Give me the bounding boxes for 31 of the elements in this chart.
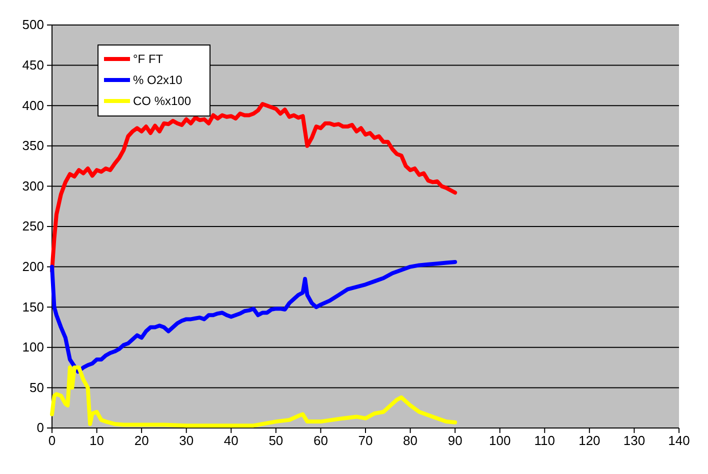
x-tick-label: 110 <box>534 433 556 448</box>
x-tick-label: 50 <box>268 433 284 448</box>
y-tick-label: 150 <box>22 299 44 314</box>
x-tick-label: 0 <box>48 433 56 448</box>
x-tick-label: 130 <box>623 433 646 448</box>
x-tick-label: 80 <box>403 433 418 448</box>
y-tick-label: 400 <box>22 98 44 113</box>
x-tick-label: 70 <box>358 433 373 448</box>
y-tick-label: 450 <box>22 57 44 72</box>
y-tick-label: 250 <box>22 218 44 234</box>
line-series <box>50 366 458 428</box>
y-tick-label: 0 <box>36 420 44 436</box>
y-tick-label: 350 <box>22 138 44 154</box>
legend-label: CO %x100 <box>133 94 192 108</box>
line-series <box>50 260 458 374</box>
y-tick-label: 100 <box>22 340 44 355</box>
legend-label: °F FT <box>133 52 164 66</box>
legend-label: % O2x10 <box>133 73 183 87</box>
x-tick-label: 100 <box>489 433 511 448</box>
y-tick-label: 500 <box>22 17 44 32</box>
x-tick-label: 10 <box>90 433 104 448</box>
x-tick-label: 120 <box>578 433 600 448</box>
x-tick-label: 30 <box>179 433 194 448</box>
x-tick-label: 60 <box>313 433 328 448</box>
x-tick-label: 40 <box>224 433 238 448</box>
x-tick-label: 90 <box>448 433 462 448</box>
x-tick-label: 20 <box>134 433 149 448</box>
y-tick-label: 50 <box>30 380 44 395</box>
x-tick-label: 140 <box>668 433 690 448</box>
y-tick-label: 300 <box>22 178 44 194</box>
y-tick-label: 200 <box>22 258 44 274</box>
